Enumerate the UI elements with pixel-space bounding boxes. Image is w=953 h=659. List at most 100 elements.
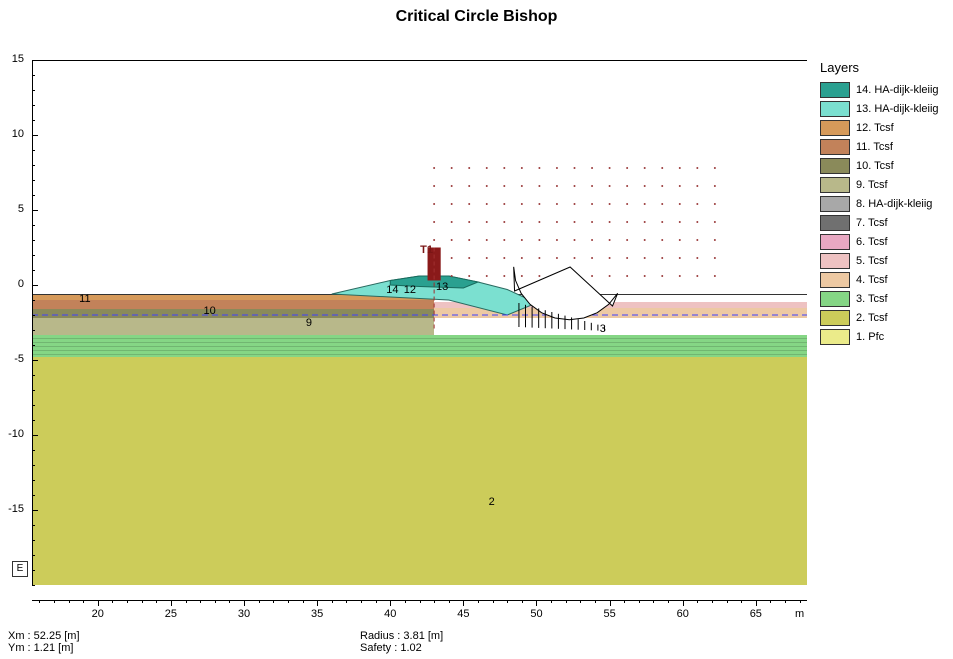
x-minor-tick: [376, 600, 377, 603]
x-minor-tick: [653, 600, 654, 603]
search-grid-dot: [609, 203, 611, 205]
legend-swatch: [820, 310, 850, 326]
x-tick-label: 45: [453, 608, 473, 620]
x-minor-tick: [785, 600, 786, 603]
x-minor-tick: [69, 600, 70, 603]
y-axis: [32, 60, 33, 585]
x-minor-tick: [668, 600, 669, 603]
legend-item: 2. Tcsf: [820, 309, 939, 326]
y-minor-tick: [32, 120, 35, 121]
legend-item: 9. Tcsf: [820, 176, 939, 193]
legend-swatch: [820, 120, 850, 136]
search-grid-dot: [591, 221, 593, 223]
y-minor-tick: [32, 345, 35, 346]
search-grid-dot: [661, 185, 663, 187]
x-tick-label: 20: [88, 608, 108, 620]
y-tick: [32, 210, 38, 211]
search-grid-dot: [468, 185, 470, 187]
legend-label: 14. HA-dijk-kleiig: [856, 84, 939, 96]
search-grid-dot: [679, 203, 681, 205]
x-minor-tick: [712, 600, 713, 603]
x-tick: [683, 600, 684, 606]
legend-swatch: [820, 101, 850, 117]
x-minor-tick: [405, 600, 406, 603]
y-minor-tick: [32, 195, 35, 196]
y-tick-label: -10: [0, 428, 24, 440]
e-indicator: E: [12, 561, 28, 577]
search-grid-dot: [626, 185, 628, 187]
legend-label: 9. Tcsf: [856, 179, 888, 191]
search-grid-dot: [609, 167, 611, 169]
search-grid-dot: [696, 239, 698, 241]
y-minor-tick: [32, 225, 35, 226]
search-grid-dot: [644, 203, 646, 205]
x-minor-tick: [770, 600, 771, 603]
search-grid-dot: [679, 275, 681, 277]
search-grid-dot: [591, 185, 593, 187]
x-tick-label: 35: [307, 608, 327, 620]
x-tick-label: 40: [380, 608, 400, 620]
search-grid-dot: [714, 203, 716, 205]
search-grid-dot: [679, 185, 681, 187]
search-grid-dot: [679, 239, 681, 241]
search-grid-dot: [574, 239, 576, 241]
y-minor-tick: [32, 270, 35, 271]
y-minor-tick: [32, 375, 35, 376]
x-tick-label: 65: [746, 608, 766, 620]
x-tick: [98, 600, 99, 606]
search-grid-dot: [503, 257, 505, 259]
search-grid-dot: [451, 203, 453, 205]
y-minor-tick: [32, 390, 35, 391]
search-grid-dot: [574, 167, 576, 169]
x-minor-tick: [449, 600, 450, 603]
search-grid-dot: [556, 221, 558, 223]
x-minor-tick: [332, 600, 333, 603]
legend-swatch: [820, 196, 850, 212]
search-grid-dot: [644, 257, 646, 259]
search-grid-dot: [486, 221, 488, 223]
x-unit: m: [795, 608, 804, 620]
search-grid-dot: [609, 257, 611, 259]
search-grid-dot: [538, 257, 540, 259]
x-minor-tick: [361, 600, 362, 603]
status-line: Xm : 52.25 [m]: [8, 630, 80, 642]
search-grid-dot: [503, 203, 505, 205]
search-grid-dot: [521, 167, 523, 169]
x-tick-label: 55: [600, 608, 620, 620]
legend-item: 5. Tcsf: [820, 252, 939, 269]
x-minor-tick: [127, 600, 128, 603]
search-grid-dot: [521, 203, 523, 205]
search-grid-dot: [538, 167, 540, 169]
search-grid-dot: [556, 167, 558, 169]
y-tick: [32, 135, 38, 136]
search-grid-dot: [451, 167, 453, 169]
search-grid-dot: [714, 185, 716, 187]
y-minor-tick: [32, 255, 35, 256]
x-minor-tick: [624, 600, 625, 603]
search-grid-dot: [521, 239, 523, 241]
chart-title: Critical Circle Bishop: [0, 8, 953, 26]
search-grid-dot: [661, 203, 663, 205]
search-grid-dot: [609, 239, 611, 241]
search-grid-dot: [451, 185, 453, 187]
search-grid-dot: [644, 185, 646, 187]
search-grid-dot: [556, 257, 558, 259]
search-grid-dot: [661, 221, 663, 223]
search-grid-dot: [538, 275, 540, 277]
search-grid-dot: [696, 221, 698, 223]
search-grid-dot: [503, 221, 505, 223]
search-grid-dot: [503, 275, 505, 277]
search-grid-dot: [521, 275, 523, 277]
search-grid-dot: [433, 203, 435, 205]
legend-label: 8. HA-dijk-kleiig: [856, 198, 932, 210]
y-tick: [32, 435, 38, 436]
search-grid-dot: [451, 257, 453, 259]
search-grid-dot: [714, 221, 716, 223]
y-minor-tick: [32, 165, 35, 166]
search-grid-dot: [503, 167, 505, 169]
legend-swatch: [820, 215, 850, 231]
x-minor-tick: [39, 600, 40, 603]
y-minor-tick: [32, 405, 35, 406]
layer-label-10: 10: [203, 305, 215, 317]
legend-label: 12. Tcsf: [856, 122, 894, 134]
